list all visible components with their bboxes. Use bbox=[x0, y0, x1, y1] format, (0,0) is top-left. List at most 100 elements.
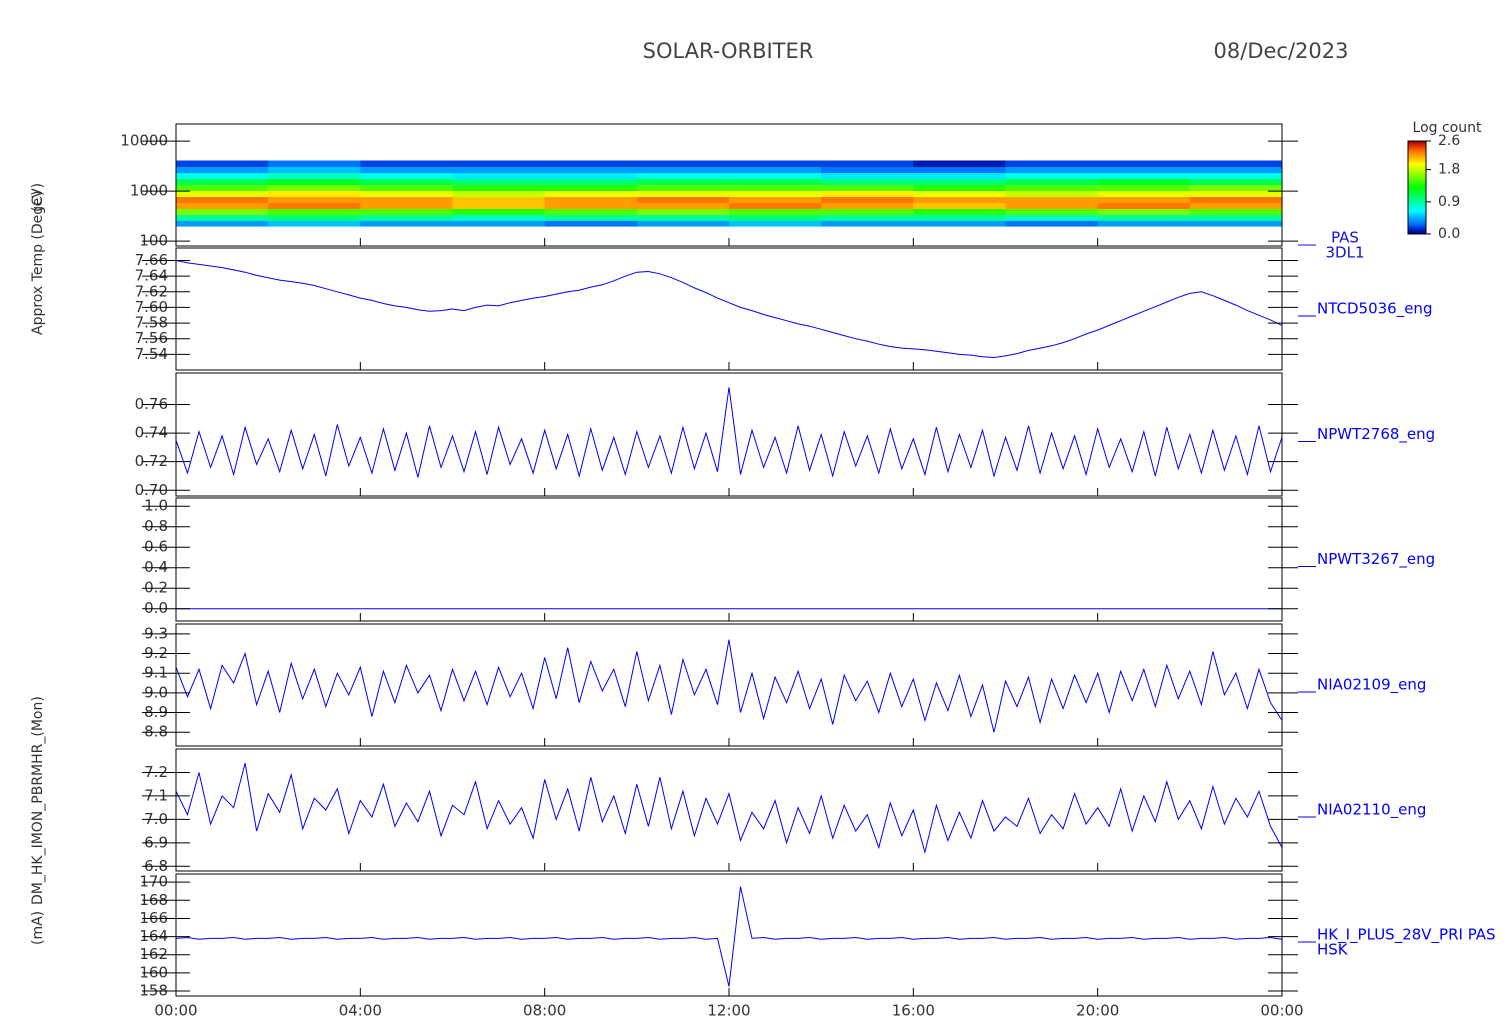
heatmap-cell bbox=[636, 220, 730, 227]
heatmap-cell bbox=[729, 178, 822, 186]
panel-label: NTCD5036_eng bbox=[1317, 300, 1432, 319]
x-tick-label: 12:00 bbox=[707, 1002, 750, 1020]
heatmap-cell bbox=[452, 208, 546, 216]
heatmap-cell bbox=[1005, 178, 1099, 186]
heatmap-cell bbox=[360, 214, 453, 221]
heatmap-cell bbox=[544, 172, 638, 180]
y-axis-label: DM_HK_IMON_PBRMHR_(Mon) bbox=[30, 696, 46, 905]
heatmap-cell bbox=[729, 190, 822, 198]
heatmap-cell bbox=[544, 178, 638, 186]
heatmap-cell bbox=[176, 172, 269, 180]
heatmap-cell bbox=[821, 160, 914, 168]
heatmap-cell bbox=[913, 172, 1006, 180]
heatmap-cell bbox=[729, 172, 822, 180]
heatmap-cell bbox=[176, 184, 269, 191]
heatmap-cell bbox=[1189, 166, 1283, 174]
heatmap-cell bbox=[360, 196, 453, 204]
heatmap-cell bbox=[360, 160, 453, 168]
heatmap-cell bbox=[913, 214, 1006, 221]
heatmap-cell bbox=[913, 160, 1006, 168]
heatmap-cell bbox=[913, 190, 1006, 198]
heatmap-cell bbox=[636, 196, 730, 204]
heatmap-cell bbox=[729, 166, 822, 174]
heatmap-cell bbox=[1097, 208, 1191, 216]
heatmap-cell bbox=[913, 196, 1006, 204]
heatmap-cell bbox=[360, 166, 453, 174]
chart-title: SOLAR-ORBITER bbox=[643, 39, 814, 63]
heatmap-cell bbox=[1005, 220, 1099, 227]
x-tick-label: 08:00 bbox=[523, 1002, 566, 1020]
heatmap-cell bbox=[636, 166, 730, 174]
heatmap-cell bbox=[729, 184, 822, 191]
heatmap-cell bbox=[452, 160, 546, 168]
heatmap-cell bbox=[1189, 190, 1283, 198]
heatmap-cell bbox=[268, 196, 361, 204]
heatmap-cell bbox=[1005, 160, 1099, 168]
heatmap-cell bbox=[1189, 178, 1283, 186]
y-axis-label: Approx Temp (DegC) bbox=[30, 191, 46, 335]
heatmap-cell bbox=[729, 208, 822, 216]
panel-label: NIA02109_eng bbox=[1317, 676, 1426, 695]
heatmap-cell bbox=[1097, 220, 1191, 227]
heatmap-cell bbox=[544, 196, 638, 204]
heatmap-cell bbox=[176, 178, 269, 186]
panel-frame bbox=[175, 748, 1283, 872]
panel-label: NPWT3267_eng bbox=[1317, 550, 1435, 569]
heatmap-cell bbox=[636, 214, 730, 221]
heatmap-cell bbox=[360, 178, 453, 186]
heatmap-cell bbox=[636, 184, 730, 191]
heatmap-cell bbox=[268, 178, 361, 186]
heatmap-cell bbox=[821, 202, 914, 209]
heatmap-cell bbox=[729, 220, 822, 227]
panel-frame bbox=[175, 247, 1283, 371]
heatmap-cell bbox=[821, 178, 914, 186]
data-line bbox=[175, 886, 1283, 987]
heatmap-cell bbox=[636, 178, 730, 186]
colorbar bbox=[1407, 140, 1427, 235]
panel-label: NPWT2768_eng bbox=[1317, 425, 1435, 444]
colorbar-tick-label: 0.9 bbox=[1438, 194, 1460, 210]
heatmap-cell bbox=[452, 166, 546, 174]
heatmap-cell bbox=[821, 196, 914, 204]
heatmap-cell bbox=[729, 196, 822, 204]
heatmap-cell bbox=[1097, 184, 1191, 191]
panel-label: HSK bbox=[1317, 941, 1349, 959]
heatmap-cell bbox=[360, 184, 453, 191]
heatmap-cell bbox=[360, 202, 453, 209]
heatmap-cell bbox=[360, 220, 453, 227]
heatmap-cell bbox=[268, 214, 361, 221]
colorbar-tick-label: 1.8 bbox=[1438, 162, 1460, 178]
heatmap-cell bbox=[821, 184, 914, 191]
heatmap-cell bbox=[268, 160, 361, 168]
colorbar-tick-label: 2.6 bbox=[1438, 133, 1460, 149]
heatmap-cell bbox=[452, 178, 546, 186]
heatmap-cell bbox=[268, 202, 361, 209]
heatmap-cell bbox=[913, 184, 1006, 191]
heatmap-cell bbox=[176, 160, 269, 168]
heatmap-cell bbox=[1189, 220, 1283, 227]
heatmap-cell bbox=[360, 208, 453, 216]
heatmap-cell bbox=[176, 202, 269, 209]
heatmap-cell bbox=[913, 220, 1006, 227]
panel-frame bbox=[175, 372, 1283, 497]
heatmap-cell bbox=[268, 190, 361, 198]
heatmap-cell bbox=[268, 172, 361, 180]
heatmap-cell bbox=[821, 214, 914, 221]
heatmap-cell bbox=[1097, 160, 1191, 168]
heatmap-cell bbox=[1097, 196, 1191, 204]
heatmap-cell bbox=[729, 160, 822, 168]
heatmap-cell bbox=[1097, 166, 1191, 174]
heatmap-cell bbox=[913, 208, 1006, 216]
panel-frame bbox=[175, 873, 1283, 997]
heatmap-cell bbox=[1097, 190, 1191, 198]
heatmap-cell bbox=[821, 208, 914, 216]
heatmap-cell bbox=[1189, 208, 1283, 216]
heatmap-cell bbox=[452, 190, 546, 198]
colorbar-title: Log count bbox=[1413, 120, 1482, 136]
heatmap-cell bbox=[821, 220, 914, 227]
heatmap-cell bbox=[176, 208, 269, 216]
x-tick-label: 00:00 bbox=[154, 1002, 197, 1020]
heatmap-cell bbox=[452, 196, 546, 204]
data-line bbox=[175, 260, 1283, 359]
heatmap-cell bbox=[1189, 172, 1283, 180]
